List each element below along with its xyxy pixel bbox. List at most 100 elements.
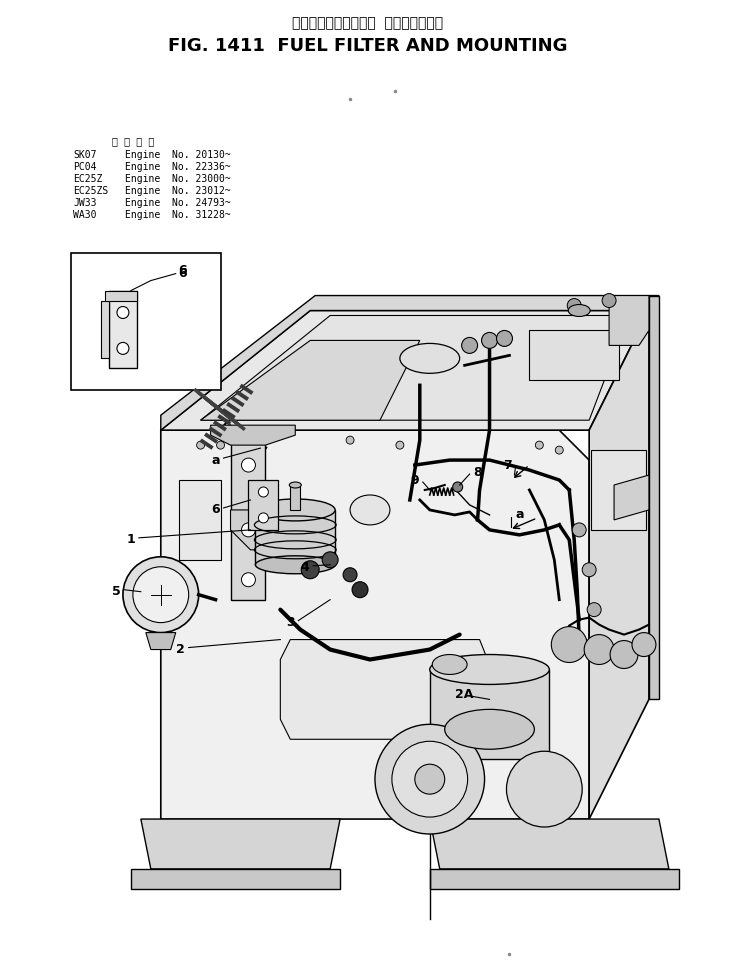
Text: Engine  No. 22336~: Engine No. 22336~ — [125, 162, 230, 172]
Text: 1: 1 — [127, 534, 135, 546]
Text: a: a — [515, 508, 524, 521]
Polygon shape — [160, 295, 659, 431]
Circle shape — [584, 635, 614, 664]
Ellipse shape — [255, 499, 335, 521]
Circle shape — [343, 568, 357, 581]
Polygon shape — [430, 819, 669, 869]
Polygon shape — [529, 330, 619, 380]
Polygon shape — [131, 869, 340, 889]
Text: WA30: WA30 — [73, 209, 96, 220]
Bar — [591, 450, 646, 530]
Bar — [290, 485, 300, 510]
Circle shape — [352, 581, 368, 598]
Polygon shape — [430, 869, 679, 889]
Ellipse shape — [289, 482, 301, 488]
Text: 6: 6 — [178, 264, 187, 278]
Circle shape — [506, 751, 582, 827]
Ellipse shape — [445, 709, 534, 749]
Polygon shape — [146, 632, 176, 650]
Circle shape — [322, 552, 338, 568]
Text: 6: 6 — [211, 504, 220, 516]
Text: EC25Z: EC25Z — [73, 174, 102, 184]
Polygon shape — [249, 480, 278, 530]
Text: EC25ZS: EC25ZS — [73, 186, 108, 196]
Polygon shape — [614, 475, 649, 520]
Circle shape — [481, 332, 498, 349]
Polygon shape — [201, 341, 420, 420]
Circle shape — [258, 487, 269, 497]
Text: 2A: 2A — [456, 688, 474, 701]
Polygon shape — [109, 290, 137, 368]
Circle shape — [587, 603, 601, 617]
Circle shape — [396, 441, 404, 449]
Circle shape — [610, 641, 638, 668]
Circle shape — [632, 632, 656, 656]
Circle shape — [241, 458, 255, 472]
Polygon shape — [160, 431, 589, 819]
Circle shape — [375, 725, 484, 834]
Circle shape — [555, 446, 563, 454]
Text: フェルフィルタおよび  マウンティング: フェルフィルタおよび マウンティング — [292, 17, 444, 30]
Circle shape — [117, 307, 129, 318]
Polygon shape — [101, 301, 109, 358]
Circle shape — [567, 299, 581, 313]
Ellipse shape — [430, 655, 549, 685]
Text: 7: 7 — [503, 459, 512, 471]
Circle shape — [461, 337, 478, 354]
Text: 6: 6 — [178, 267, 187, 281]
Polygon shape — [230, 510, 290, 549]
Polygon shape — [201, 316, 629, 420]
Circle shape — [582, 563, 596, 577]
Text: Engine  No. 20130~: Engine No. 20130~ — [125, 150, 230, 160]
Circle shape — [241, 523, 255, 537]
Circle shape — [123, 557, 199, 632]
Circle shape — [572, 523, 586, 537]
Text: 適  用  号  機: 適 用 号 機 — [112, 136, 154, 146]
Polygon shape — [430, 669, 549, 759]
Text: 9: 9 — [411, 473, 419, 487]
Circle shape — [497, 330, 512, 347]
Ellipse shape — [350, 495, 390, 525]
Text: a: a — [211, 454, 220, 467]
Bar — [255, 510, 335, 565]
Ellipse shape — [568, 305, 590, 317]
Text: 8: 8 — [473, 466, 482, 478]
Text: 5: 5 — [112, 585, 120, 598]
Circle shape — [535, 441, 543, 449]
Polygon shape — [179, 480, 221, 560]
Circle shape — [453, 482, 463, 492]
Polygon shape — [210, 426, 295, 445]
Polygon shape — [230, 431, 266, 600]
Text: FIG. 1411  FUEL FILTER AND MOUNTING: FIG. 1411 FUEL FILTER AND MOUNTING — [169, 37, 567, 56]
Polygon shape — [160, 311, 649, 431]
Circle shape — [117, 343, 129, 355]
Polygon shape — [609, 295, 649, 346]
Polygon shape — [280, 640, 489, 739]
Polygon shape — [649, 295, 659, 699]
Circle shape — [602, 293, 616, 308]
Circle shape — [216, 441, 224, 449]
Text: SK07: SK07 — [73, 150, 96, 160]
Text: Engine  No. 23000~: Engine No. 23000~ — [125, 174, 230, 184]
Circle shape — [415, 765, 445, 794]
Text: Engine  No. 24793~: Engine No. 24793~ — [125, 198, 230, 207]
Circle shape — [258, 513, 269, 523]
Text: 2: 2 — [177, 643, 185, 656]
Text: JW33: JW33 — [73, 198, 96, 207]
Text: Engine  No. 31228~: Engine No. 31228~ — [125, 209, 230, 220]
Circle shape — [346, 436, 354, 444]
Ellipse shape — [432, 655, 467, 674]
Circle shape — [197, 441, 205, 449]
Circle shape — [241, 573, 255, 586]
Circle shape — [301, 561, 319, 579]
Polygon shape — [105, 290, 137, 301]
Text: PC04: PC04 — [73, 162, 96, 172]
Polygon shape — [141, 819, 340, 869]
Text: Engine  No. 23012~: Engine No. 23012~ — [125, 186, 230, 196]
Circle shape — [392, 741, 467, 817]
Text: 4: 4 — [301, 561, 310, 575]
Circle shape — [133, 567, 188, 622]
Ellipse shape — [400, 344, 460, 373]
Bar — [71, 252, 221, 391]
Circle shape — [551, 626, 587, 662]
